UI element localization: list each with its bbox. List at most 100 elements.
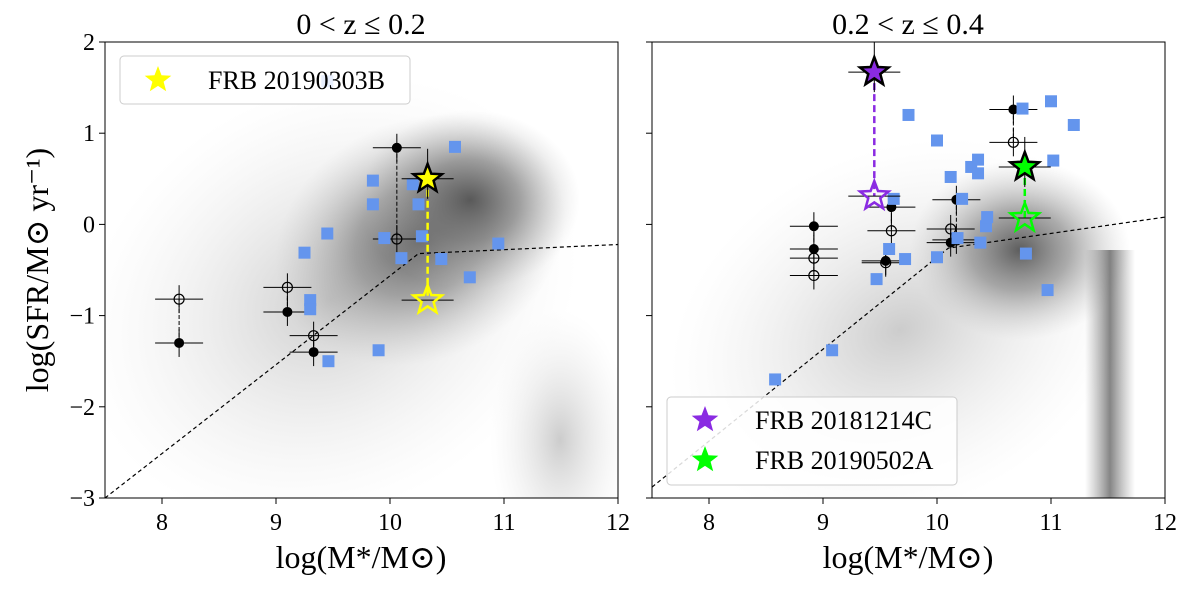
host-open-marker (308, 330, 320, 342)
host-square-marker (372, 344, 385, 357)
host-square-marker (944, 170, 957, 183)
host-square-marker (769, 373, 782, 386)
host-square-marker (412, 198, 425, 211)
host-open-marker (1007, 136, 1019, 148)
host-square-marker (883, 243, 896, 256)
y-tick-label: 0 (83, 212, 95, 238)
frb-filled-star (410, 160, 446, 194)
host-square-marker (492, 237, 505, 250)
x-axis-label: log(M*/M⊙) (276, 539, 447, 575)
host-square-marker (972, 167, 985, 180)
host-filled-marker (1008, 104, 1019, 115)
legend-label: FRB 20190502A (755, 446, 934, 475)
host-open-marker (281, 281, 293, 293)
panel-title: 0.2 < z ≤ 0.4 (832, 8, 984, 41)
host-square-marker (1067, 118, 1080, 131)
host-square-marker (974, 236, 987, 249)
host-square-marker (395, 252, 408, 265)
host-filled-marker (391, 142, 402, 153)
background-density (105, 76, 618, 498)
x-tick-label: 12 (1153, 510, 1177, 536)
x-tick-label: 11 (492, 510, 515, 536)
host-square-marker (1016, 102, 1029, 115)
host-square-marker (870, 273, 883, 286)
axes-frame (651, 41, 1166, 499)
axes-frame (104, 41, 619, 499)
host-square-marker (981, 211, 994, 224)
host-square-marker (463, 271, 476, 284)
frb-open-star (1007, 199, 1043, 234)
host-pairs-low-z (155, 133, 421, 367)
y-ticks-low-z: −3 −2 −1 0 1 2 (69, 30, 105, 512)
host-square-marker (1045, 95, 1057, 108)
host-square-marker (951, 232, 964, 245)
host-square-marker (931, 134, 943, 147)
host-square-marker (298, 246, 311, 259)
y-tick-label: 1 (83, 121, 95, 147)
host-open-marker (945, 223, 957, 235)
host-square-marker (435, 253, 448, 266)
frb-markers-low-z (401, 148, 454, 316)
legend-high-z: FRB 20181214C FRB 20190502A (666, 396, 958, 486)
host-squares-high-z (769, 95, 1080, 386)
y-tick-label: −1 (69, 304, 95, 330)
host-open-marker (808, 269, 820, 282)
legend-label: FRB 20181214C (755, 406, 932, 435)
host-open-marker (885, 225, 898, 237)
host-square-marker (415, 230, 428, 243)
legend-star-icon (691, 406, 719, 432)
x-tick-label: 8 (156, 510, 168, 536)
host-square-marker (304, 303, 317, 316)
legend-low-z: FRB 20190303B (119, 55, 411, 105)
frb-filled-star (856, 53, 893, 88)
host-square-marker (448, 140, 461, 153)
host-square-marker (902, 108, 915, 121)
background-density (669, 137, 1135, 498)
host-square-marker (322, 355, 335, 368)
host-square-marker (887, 192, 900, 205)
y-tick-label: 2 (83, 30, 95, 56)
panel-high-z: 8 9 10 11 12 0.2 < z ≤ 0.4 log(M*/M⊙) FRB 20… (646, 8, 1177, 575)
x-tick-label: 10 (925, 510, 949, 536)
host-square-marker (1047, 154, 1060, 167)
y-tick-label: −2 (69, 395, 95, 421)
x-tick-label: 10 (378, 510, 402, 536)
y-tick-label: −3 (69, 486, 95, 512)
host-filled-marker (174, 337, 185, 348)
x-tick-label: 9 (817, 510, 829, 536)
host-filled-marker (880, 255, 891, 266)
frb-open-star (410, 281, 446, 316)
host-square-marker (899, 253, 912, 266)
host-filled-marker (808, 221, 819, 232)
host-square-marker (378, 232, 391, 245)
legend-star-icon (144, 66, 172, 92)
host-square-marker (956, 192, 969, 205)
frb-open-star (856, 177, 892, 212)
host-open-marker (173, 293, 185, 305)
x-tick-label: 9 (270, 510, 282, 536)
host-square-marker (304, 294, 317, 307)
x-tick-label: 12 (606, 510, 630, 536)
frb-filled-star (1007, 148, 1043, 183)
host-square-marker (366, 174, 379, 187)
x-ticks-low-z: 8 9 10 11 12 (156, 498, 630, 536)
x-tick-label: 11 (1039, 510, 1062, 536)
legend-star-icon (691, 446, 719, 472)
x-tick-label: 8 (703, 510, 715, 536)
host-square-marker (1019, 247, 1032, 260)
y-ticks-high-z (646, 41, 652, 499)
host-square-marker (321, 227, 334, 240)
host-filled-marker (308, 347, 319, 358)
host-square-marker (972, 153, 985, 166)
legend-label: FRB 20190303B (208, 66, 385, 95)
host-square-marker (980, 220, 993, 233)
host-filled-marker (282, 306, 293, 317)
y-axis-label: log(SFR/M⊙ yr⁻¹) (19, 148, 55, 392)
host-square-marker (1041, 284, 1054, 297)
host-square-marker (366, 198, 379, 211)
panel-title: 0 < z ≤ 0.2 (296, 8, 425, 41)
host-open-marker (391, 233, 403, 245)
host-square-marker (826, 344, 839, 357)
